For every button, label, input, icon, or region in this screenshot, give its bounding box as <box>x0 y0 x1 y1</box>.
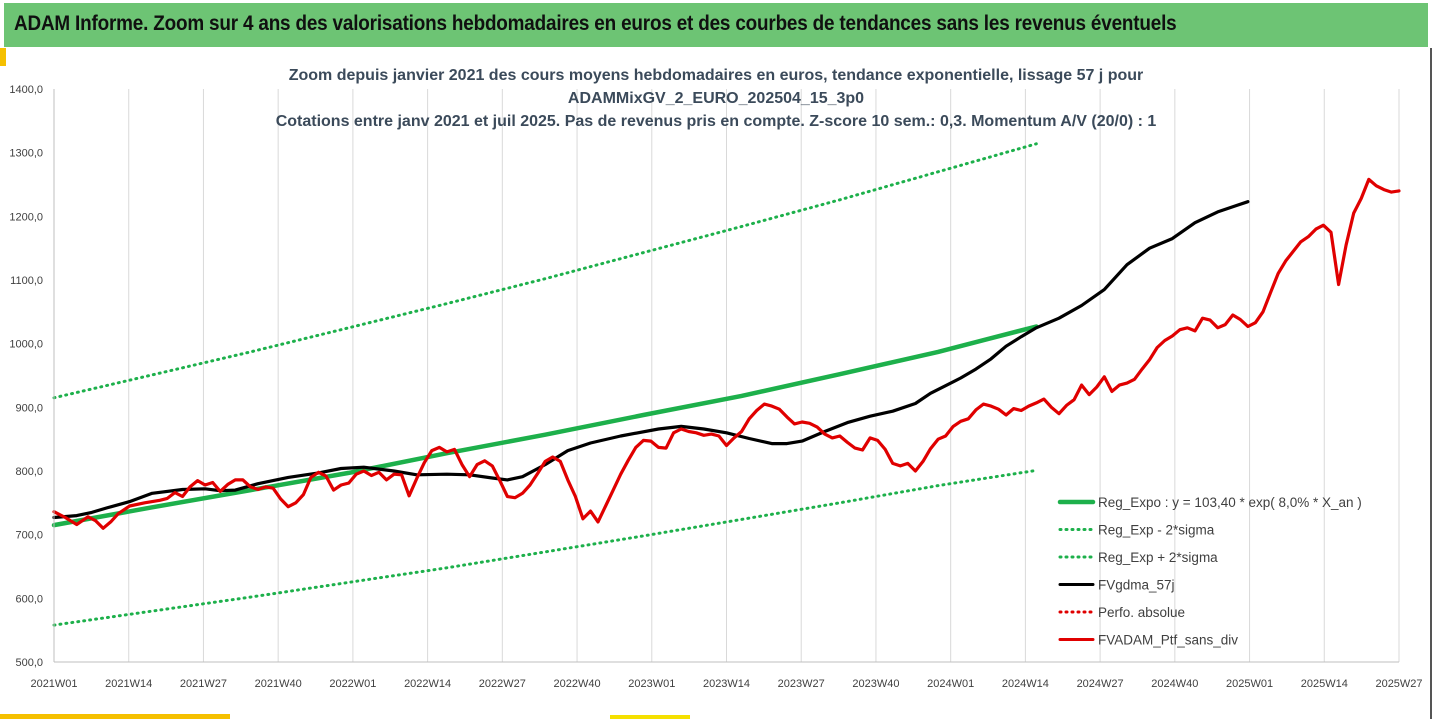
series-line-2 <box>52 142 1038 400</box>
y-tick-label: 1000,0 <box>9 339 43 351</box>
chart-grid <box>53 89 1400 662</box>
accent-bar-bottom <box>0 714 230 719</box>
y-tick-label: 900,0 <box>15 402 43 414</box>
legend-label-0: Reg_Expo : y = 103,40 * exp( 8,0% * X_an… <box>1098 495 1362 510</box>
x-tick-label: 2022W40 <box>554 678 601 690</box>
x-tick-label: 2025W27 <box>1375 678 1422 690</box>
y-tick-label: 1300,0 <box>9 148 43 160</box>
legend-label-5: FVADAM_Ptf_sans_div <box>1098 633 1238 648</box>
y-tick-label: 700,0 <box>15 530 43 542</box>
y-tick-label: 600,0 <box>15 593 43 605</box>
chart-legend: Reg_Expo : y = 103,40 * exp( 8,0% * X_an… <box>1057 495 1362 648</box>
chart-title-block: Zoom depuis janvier 2021 des cours moyen… <box>0 64 1432 133</box>
header-banner: ADAM Informe. Zoom sur 4 ans des valoris… <box>4 3 1428 47</box>
x-tick-label: 2021W40 <box>255 678 302 690</box>
y-tick-label: 1200,0 <box>9 211 43 223</box>
series-layer <box>51 142 1401 627</box>
legend-label-1: Reg_Exp - 2*sigma <box>1098 523 1215 538</box>
x-tick-label: 2024W14 <box>1002 678 1049 690</box>
y-tick-label: 1100,0 <box>10 275 43 287</box>
x-tick-label: 2022W14 <box>404 678 451 690</box>
x-tick-label: 2024W27 <box>1077 678 1124 690</box>
x-tick-label: 2023W27 <box>778 678 825 690</box>
x-tick-label: 2022W27 <box>479 678 526 690</box>
x-tick-label: 2025W14 <box>1301 678 1348 690</box>
y-tick-label: 800,0 <box>15 466 43 478</box>
accent-bar-bottom-mid <box>610 715 690 719</box>
x-tick-label: 2024W40 <box>1151 678 1198 690</box>
chart-axes: 2021W01 2021W14 2021W27 2021W40 2022W01 2022W… <box>9 84 1422 690</box>
chart-title-line-3: Cotations entre janv 2021 et juil 2025. … <box>275 113 1157 130</box>
series-line-1 <box>52 468 1038 627</box>
page-title: ADAM Informe. Zoom sur 4 ans des valoris… <box>14 12 1177 35</box>
legend-label-2: Reg_Exp + 2*sigma <box>1098 550 1218 565</box>
series-line-3 <box>52 200 1250 520</box>
x-tick-label: 2021W01 <box>30 678 77 690</box>
x-tick-label: 2022W01 <box>329 678 376 690</box>
x-tick-label: 2021W14 <box>105 678 152 690</box>
y-tick-label: 1400,0 <box>9 84 43 96</box>
legend-label-4: Perfo. absolue <box>1098 605 1185 620</box>
x-tick-label: 2023W40 <box>852 678 899 690</box>
series-line-0 <box>51 324 1039 528</box>
x-tick-label: 2024W01 <box>927 678 974 690</box>
chart-frame <box>0 48 1432 719</box>
chart-title-line-1: Zoom depuis janvier 2021 des cours moyen… <box>288 67 1144 84</box>
legend-label-3: FVgdma_57j <box>1098 578 1175 593</box>
accent-bar-left <box>0 48 6 66</box>
x-tick-label: 2023W01 <box>628 678 675 690</box>
series-line-5 <box>52 177 1401 530</box>
y-tick-label: 500,0 <box>15 657 43 669</box>
x-tick-label: 2023W14 <box>703 678 750 690</box>
x-tick-label: 2021W27 <box>180 678 227 690</box>
x-tick-label: 2025W01 <box>1226 678 1273 690</box>
chart-title-line-2: ADAMMixGV_2_EURO_202504_15_3p0 <box>567 90 865 107</box>
